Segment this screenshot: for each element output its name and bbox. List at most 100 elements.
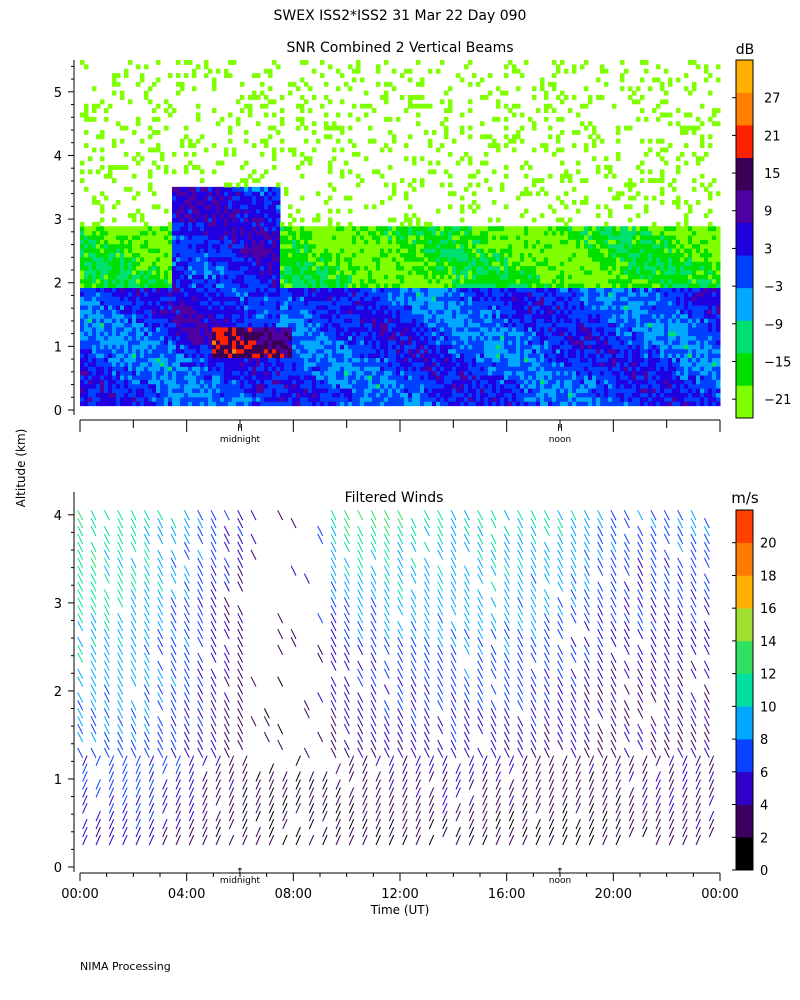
snr-cell <box>468 265 473 271</box>
snr-cell <box>448 243 453 249</box>
snr-cell <box>320 331 325 337</box>
snr-cell <box>420 274 425 280</box>
snr-cell <box>108 366 113 372</box>
snr-cell <box>212 108 217 114</box>
snr-cell <box>428 383 433 389</box>
snr-cell <box>360 318 365 324</box>
snr-cell <box>180 195 185 201</box>
snr-cell <box>284 370 289 376</box>
snr-cell <box>272 375 277 380</box>
snr-cell <box>400 309 405 315</box>
snr-cell <box>336 274 341 280</box>
snr-cell <box>252 204 257 210</box>
snr-cell <box>256 366 261 372</box>
snr-cell <box>112 379 117 385</box>
snr-cell <box>236 195 241 201</box>
snr-cell <box>308 383 313 389</box>
snr-cell <box>120 318 125 324</box>
snr-cell <box>216 357 221 363</box>
snr-heatmap-field <box>80 60 721 407</box>
snr-cell <box>256 221 261 227</box>
snr-cell <box>304 156 309 162</box>
snr-cell <box>248 375 253 380</box>
snr-cell <box>196 103 201 109</box>
snr-cell <box>112 331 117 337</box>
snr-cell <box>212 243 217 249</box>
snr-cell <box>172 353 177 359</box>
snr-cell <box>320 300 325 306</box>
snr-cell <box>440 392 445 398</box>
snr-cell <box>96 309 101 315</box>
snr-cell <box>472 331 477 337</box>
snr-cell <box>348 375 353 380</box>
snr-cell <box>368 340 373 345</box>
snr-cell <box>240 353 245 359</box>
snr-cell <box>260 357 265 363</box>
snr-cell <box>436 309 441 315</box>
snr-cell <box>100 322 105 328</box>
snr-cell <box>244 305 249 310</box>
snr-cell <box>416 326 421 332</box>
snr-cell <box>152 340 157 345</box>
snr-cell <box>224 322 229 328</box>
snr-cell <box>252 383 257 389</box>
snr-cell <box>268 392 273 398</box>
snr-cell <box>208 261 213 267</box>
snr-cell <box>228 313 233 319</box>
snr-cell <box>420 261 425 267</box>
snr-cell <box>136 300 141 306</box>
snr-cell <box>136 151 141 157</box>
snr-cell <box>472 235 477 240</box>
snr-cell <box>408 283 413 289</box>
snr-cell <box>384 370 389 376</box>
snr-cell <box>324 226 329 232</box>
snr-cell <box>376 278 381 284</box>
snr-cell <box>288 353 293 359</box>
snr-cell <box>428 366 433 372</box>
snr-cell <box>452 335 457 341</box>
snr-cell <box>436 68 441 74</box>
snr-cell <box>368 353 373 359</box>
snr-cell <box>116 274 121 280</box>
snr-cell <box>316 375 321 380</box>
snr-cell <box>220 221 225 227</box>
snr-cell <box>192 252 197 258</box>
snr-cell <box>476 278 481 284</box>
snr-cell <box>248 305 253 310</box>
snr-cell <box>120 353 125 359</box>
snr-cell <box>400 300 405 306</box>
snr-cell <box>204 291 209 297</box>
snr-cell <box>312 278 317 284</box>
snr-cell <box>84 235 89 240</box>
snr-cell <box>316 278 321 284</box>
snr-cell <box>228 270 233 275</box>
snr-cell <box>80 357 85 363</box>
snr-cell <box>148 86 153 92</box>
snr-cell <box>348 256 353 262</box>
snr-cell <box>468 182 473 188</box>
snr-cell <box>144 270 149 275</box>
snr-cell <box>416 230 421 236</box>
snr-cell <box>312 265 317 271</box>
snr-cell <box>380 248 385 254</box>
snr-cell <box>396 361 401 367</box>
snr-cell <box>444 90 449 96</box>
snr-cell <box>172 235 177 240</box>
snr-cell <box>216 370 221 376</box>
snr-cell <box>280 230 285 236</box>
snr-cell <box>128 296 133 302</box>
snr-cell <box>120 309 125 315</box>
snr-cell <box>480 243 485 249</box>
snr-cell <box>124 274 129 280</box>
snr-cell <box>84 366 89 372</box>
snr-cell <box>352 239 357 245</box>
snr-cell <box>316 243 321 249</box>
snr-cell <box>80 340 85 345</box>
snr-cell <box>264 256 269 262</box>
snr-cell <box>352 361 357 367</box>
snr-cell <box>316 226 321 232</box>
snr-cell <box>436 283 441 289</box>
snr-cell <box>200 305 205 310</box>
snr-cell <box>296 313 301 319</box>
snr-cell <box>216 230 221 236</box>
